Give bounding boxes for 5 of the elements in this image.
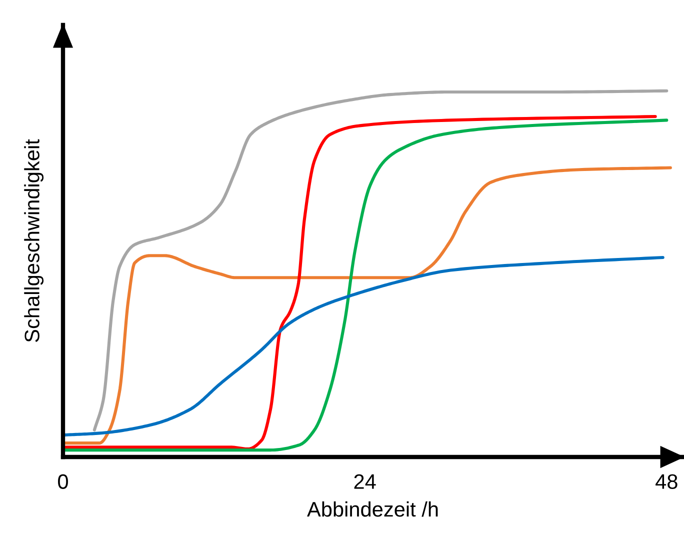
y-axis-title: Schallgeschwindigkeit	[24, 139, 44, 342]
x-tick-label: 24	[354, 474, 376, 489]
x-axis-title: Abbindezeit /h	[307, 501, 438, 517]
x-tick-label: 0	[58, 474, 68, 489]
x-tick-label: 48	[656, 474, 678, 489]
